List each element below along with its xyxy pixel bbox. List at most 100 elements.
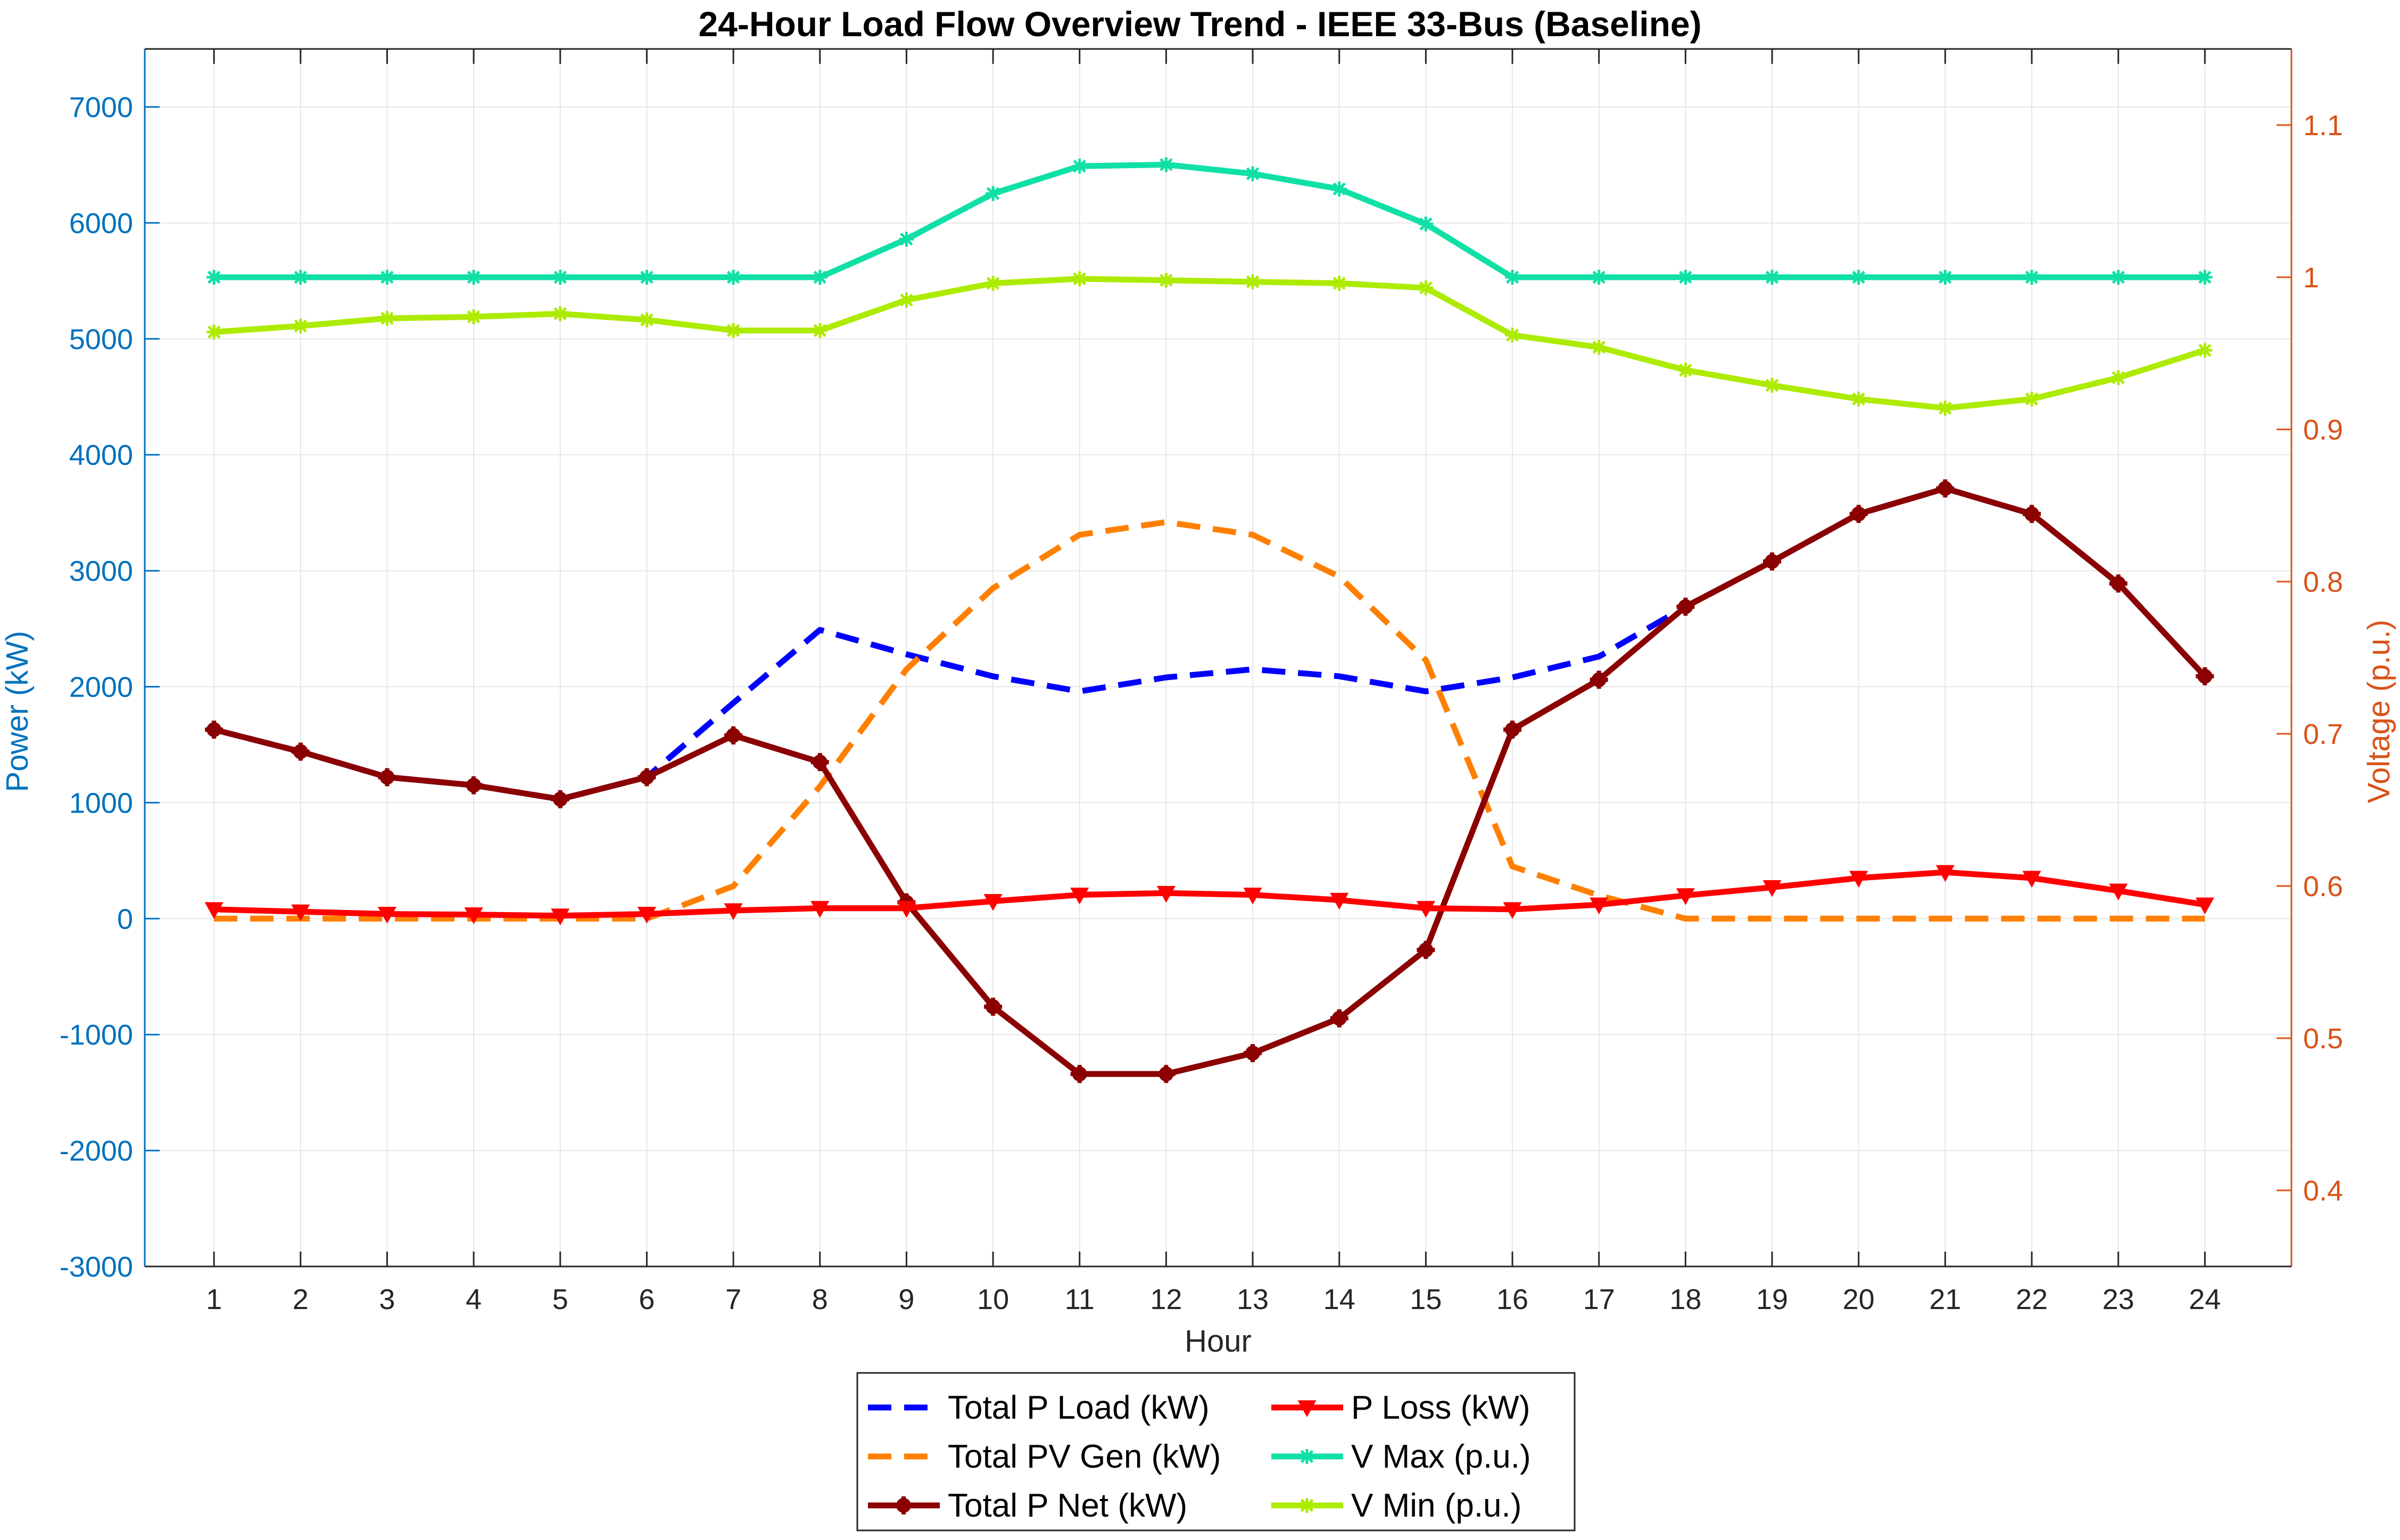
data-point-v-max	[2197, 270, 2213, 285]
data-point-v-max	[812, 270, 827, 285]
x-tick-label: 3	[379, 1284, 395, 1315]
data-point-p-loss	[2109, 883, 2128, 901]
legend-marker	[895, 1496, 913, 1514]
y-left-tick-label: 5000	[69, 324, 133, 355]
data-point-v-min	[1851, 391, 1866, 407]
data-point-p-loss	[637, 907, 656, 924]
legend-entry-total-pv-gen: Total PV Gen (kW)	[868, 1438, 1221, 1475]
y-left-tick-label: -1000	[60, 1019, 133, 1051]
grid	[145, 49, 2291, 1267]
data-point-p-loss	[1935, 865, 1955, 882]
y-right-tick-label: 1	[2303, 262, 2319, 294]
y-right-tick-label: 0.7	[2303, 718, 2343, 750]
y-left-tick-label: 6000	[69, 208, 133, 239]
data-point-total-p-net	[291, 742, 310, 761]
x-tick-label: 16	[1496, 1284, 1528, 1315]
tick-labels: 1 2 3 4 5 6 7 8 9 10 11 12 13 14 15 16 17 18 19 20 21 22 23 24-…	[60, 92, 2343, 1315]
data-point-v-min	[1505, 327, 1520, 343]
legend-entry-total-p-net: Total P Net (kW)	[868, 1487, 1187, 1524]
data-point-p-loss	[1503, 902, 1522, 919]
legend-label: V Max (p.u.)	[1351, 1438, 1531, 1475]
data-point-p-loss	[724, 903, 743, 921]
data-point-v-max	[2024, 270, 2040, 285]
series-line-v-max	[214, 161, 2205, 280]
data-point-v-min	[1418, 280, 1434, 296]
data-point-total-p-net	[1503, 721, 1522, 739]
data-point-v-max	[206, 270, 222, 285]
data-point-v-min	[293, 318, 308, 334]
data-point-total-p-net	[1244, 1044, 1262, 1063]
series-total-pv-gen	[214, 519, 2205, 922]
plot-series	[204, 157, 2214, 1083]
data-point-p-loss	[1590, 897, 1609, 915]
x-tick-label: 17	[1583, 1284, 1615, 1315]
data-point-v-min	[1591, 340, 1607, 355]
data-point-v-max	[1072, 159, 1087, 174]
x-tick-label: 4	[466, 1284, 482, 1315]
data-point-p-loss	[2195, 897, 2214, 915]
legend-label: Total P Load (kW)	[948, 1389, 1210, 1426]
data-point-p-loss	[551, 908, 570, 925]
data-point-p-loss	[1330, 892, 1349, 910]
x-tick-label: 11	[1065, 1284, 1095, 1315]
data-point-total-p-net	[378, 768, 396, 786]
axes	[144, 48, 2293, 1268]
data-point-total-p-net	[724, 726, 743, 744]
series-line-v-min	[213, 276, 2206, 411]
x-tick-label: 21	[1929, 1284, 1961, 1315]
y-right-tick-label: 0.6	[2303, 871, 2343, 903]
legend-label: Total PV Gen (kW)	[948, 1438, 1221, 1475]
data-point-v-max	[466, 270, 482, 285]
x-tick-label: 18	[1669, 1284, 1701, 1315]
data-point-total-p-net	[2196, 667, 2214, 685]
data-point-v-min	[1158, 272, 1174, 288]
data-point-v-max	[1591, 270, 1607, 285]
data-point-v-max	[1158, 157, 1174, 172]
data-point-p-loss	[2022, 871, 2041, 888]
series-total-p-net	[205, 479, 2214, 1083]
data-point-v-max	[1678, 270, 1693, 285]
data-point-v-max	[1765, 270, 1780, 285]
y-left-tick-label: 1000	[69, 787, 133, 819]
data-point-v-max	[639, 270, 655, 285]
data-point-total-p-net	[1936, 479, 1955, 498]
data-point-total-p-net	[984, 997, 1003, 1016]
data-point-v-min	[1245, 274, 1261, 289]
data-point-v-min	[206, 324, 222, 340]
data-point-p-loss	[810, 901, 830, 918]
legend-marker	[1300, 1449, 1314, 1464]
data-point-p-loss	[291, 904, 310, 922]
data-point-total-p-net	[1070, 1065, 1089, 1083]
y-left-tick-label: 3000	[69, 556, 133, 587]
y-left-tick-label: 7000	[69, 92, 133, 123]
y-left-tick-label: -3000	[60, 1251, 133, 1283]
data-point-total-p-net	[2109, 574, 2128, 593]
data-point-p-loss	[1070, 888, 1089, 905]
x-tick-label: 7	[725, 1284, 741, 1315]
data-point-v-min	[1331, 276, 1347, 291]
x-tick-label: 19	[1756, 1284, 1788, 1315]
data-point-v-max	[552, 270, 568, 285]
legend-entry-total-p-load: Total P Load (kW)	[868, 1389, 1210, 1426]
legend-label: P Loss (kW)	[1351, 1389, 1530, 1426]
data-point-v-min	[899, 292, 914, 308]
data-point-v-min	[2197, 343, 2213, 358]
legend-box	[856, 1372, 1576, 1531]
x-tick-label: 2	[293, 1284, 309, 1315]
y-right-tick-label: 0.9	[2303, 414, 2343, 446]
data-point-p-loss	[897, 901, 916, 918]
data-point-v-min	[639, 312, 655, 328]
data-point-total-p-net	[1763, 552, 1782, 571]
data-point-v-max	[1938, 270, 1953, 285]
x-tick-label: 14	[1323, 1284, 1355, 1315]
data-point-v-min	[466, 309, 482, 325]
data-point-v-max	[1245, 166, 1261, 181]
x-tick-label: 20	[1843, 1284, 1875, 1315]
x-tick-label: 5	[552, 1284, 568, 1315]
data-point-v-min	[812, 323, 827, 338]
y-right-tick-label: 1.1	[2303, 110, 2343, 142]
x-tick-label: 15	[1410, 1284, 1442, 1315]
legend-entry-v-max: V Max (p.u.)	[1271, 1438, 1531, 1475]
chart-title: 24-Hour Load Flow Overview Trend - IEEE …	[698, 4, 1701, 44]
data-point-v-min	[986, 276, 1001, 291]
